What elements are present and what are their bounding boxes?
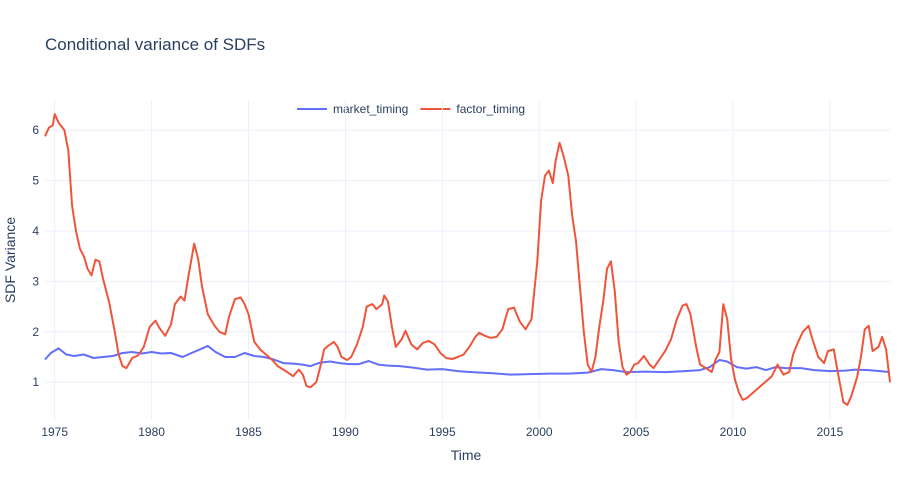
legend-item-factor-timing[interactable]: factor_timing	[420, 102, 525, 116]
chart-title: Conditional variance of SDFs	[45, 35, 265, 54]
legend-label: market_timing	[333, 102, 408, 116]
x-tick-label: 1975	[41, 425, 68, 439]
y-axis-title: SDF Variance	[2, 217, 18, 303]
x-tick-label: 1990	[332, 425, 359, 439]
y-tick-label: 1	[32, 375, 39, 389]
y-tick-label: 5	[32, 174, 39, 188]
series-line-market-timing[interactable]	[44, 344, 891, 376]
legend-label: factor_timing	[456, 102, 525, 116]
x-tick-label: 2005	[623, 425, 650, 439]
y-tick-label: 2	[32, 325, 39, 339]
x-axis-title: Time	[451, 447, 482, 463]
y-tick-label: 6	[32, 123, 39, 137]
legend[interactable]: market_timing factor_timing	[297, 102, 525, 116]
y-axis: 1 2 3 4 5 6	[32, 123, 39, 389]
x-tick-label: 1985	[235, 425, 262, 439]
plot-area[interactable]	[44, 113, 891, 406]
x-tick-label: 2010	[720, 425, 747, 439]
series-line-factor-timing[interactable]	[44, 113, 891, 406]
x-tick-label: 2000	[526, 425, 553, 439]
x-tick-label: 1995	[429, 425, 456, 439]
x-axis: 1975 1980 1985 1990 1995 2000 2005 2010 2015	[41, 425, 843, 439]
x-tick-label: 2015	[817, 425, 844, 439]
legend-item-market-timing[interactable]: market_timing	[297, 102, 408, 116]
x-tick-label: 1980	[138, 425, 165, 439]
y-tick-label: 3	[32, 274, 39, 288]
y-tick-label: 4	[32, 224, 39, 238]
grid	[45, 100, 890, 420]
